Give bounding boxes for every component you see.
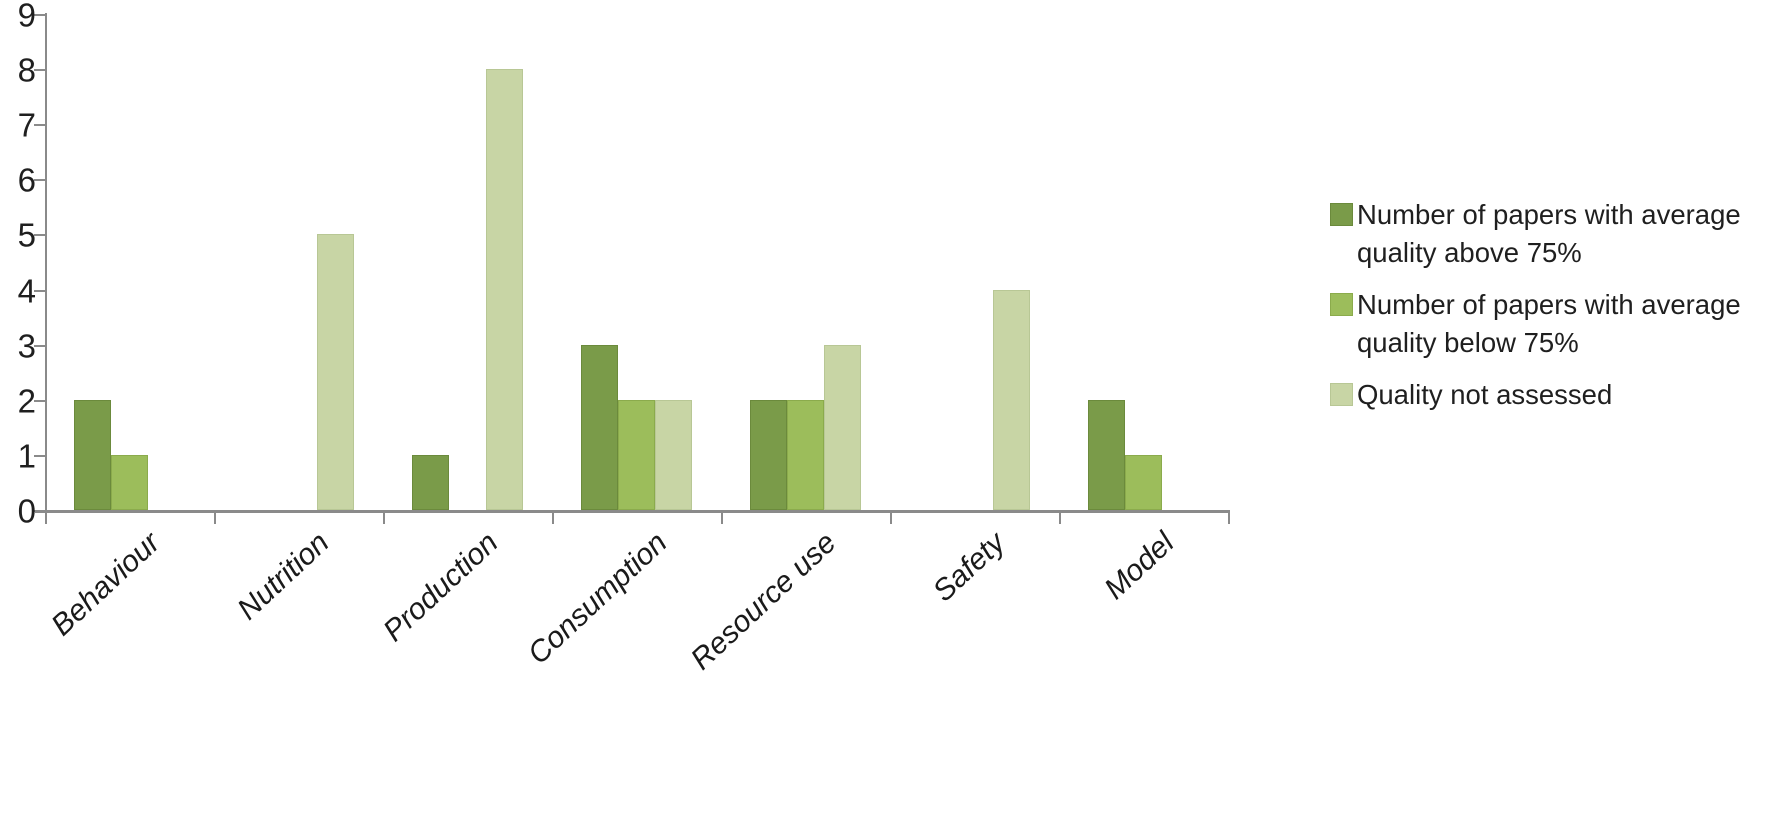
y-tick-label: 0 xyxy=(17,492,36,530)
bar-consumption-series-0 xyxy=(581,344,618,510)
bar-nutrition-series-2 xyxy=(317,234,354,510)
legend-swatch-below-75 xyxy=(1330,293,1353,316)
y-tick-label: 5 xyxy=(17,216,36,254)
x-tick-mark xyxy=(552,513,554,524)
y-tick-mark xyxy=(34,14,45,16)
bar-resource-use-series-1 xyxy=(787,399,824,510)
bar-consumption-series-2 xyxy=(655,399,692,510)
y-tick-mark xyxy=(34,344,45,347)
x-tick-mark xyxy=(383,513,385,524)
bar-production-series-0 xyxy=(412,454,449,510)
x-tick-mark xyxy=(721,513,723,524)
bar-chart: 0 1 2 3 4 5 6 7 8 9 Behaviour Nutrition Production Co… xyxy=(17,0,1765,676)
legend-swatch-not-assessed xyxy=(1330,383,1353,406)
x-category-label: Consumption xyxy=(521,526,674,671)
y-tick-mark xyxy=(34,234,45,237)
x-tick-mark xyxy=(1059,513,1061,524)
bar-behaviour-series-0 xyxy=(74,399,111,510)
legend-item: Quality not assessed xyxy=(1330,376,1765,414)
x-category-label: Nutrition xyxy=(230,526,336,627)
x-tick-mark xyxy=(45,513,47,524)
bar-production-series-2 xyxy=(486,69,523,510)
y-tick-mark xyxy=(34,510,45,512)
bar-resource-use-series-2 xyxy=(824,344,861,510)
y-tick-mark xyxy=(34,289,45,292)
bar-consumption-series-1 xyxy=(618,399,655,510)
bar-resource-use-series-0 xyxy=(750,399,787,510)
bar-safety-series-2 xyxy=(993,289,1030,510)
x-axis-line xyxy=(35,510,1230,513)
bar-model-series-1 xyxy=(1125,454,1162,510)
y-tick-label: 3 xyxy=(17,327,36,365)
x-tick-mark xyxy=(214,513,216,524)
x-category-label: Resource use xyxy=(684,526,843,677)
legend-swatch-above-75 xyxy=(1330,203,1353,226)
y-tick-mark xyxy=(34,454,45,457)
y-tick-label: 2 xyxy=(17,382,36,420)
legend-item: Number of papers with average quality ab… xyxy=(1330,196,1765,272)
legend-item: Number of papers with average quality be… xyxy=(1330,286,1765,362)
y-axis-line xyxy=(45,13,47,512)
bar-model-series-0 xyxy=(1088,399,1125,510)
x-category-label: Safety xyxy=(926,526,1012,609)
y-tick-mark xyxy=(34,179,45,182)
x-category-label: Model xyxy=(1097,526,1181,606)
legend-label: Number of papers with average quality be… xyxy=(1357,289,1741,358)
y-tick-label: 7 xyxy=(17,106,36,144)
y-tick-label: 1 xyxy=(17,437,36,475)
y-tick-label: 9 xyxy=(17,0,36,34)
y-tick-mark xyxy=(34,69,45,72)
y-tick-mark xyxy=(34,399,45,402)
legend-label: Quality not assessed xyxy=(1357,379,1613,410)
y-tick-label: 4 xyxy=(17,272,36,310)
x-tick-mark xyxy=(1228,513,1230,524)
x-category-label: Production xyxy=(376,526,505,648)
x-tick-mark xyxy=(890,513,892,524)
y-tick-label: 8 xyxy=(17,51,36,89)
legend-label: Number of papers with average quality ab… xyxy=(1357,199,1741,268)
legend: Number of papers with average quality ab… xyxy=(1330,196,1765,428)
y-tick-mark xyxy=(34,124,45,127)
y-tick-label: 6 xyxy=(17,161,36,199)
bar-behaviour-series-1 xyxy=(111,454,148,510)
